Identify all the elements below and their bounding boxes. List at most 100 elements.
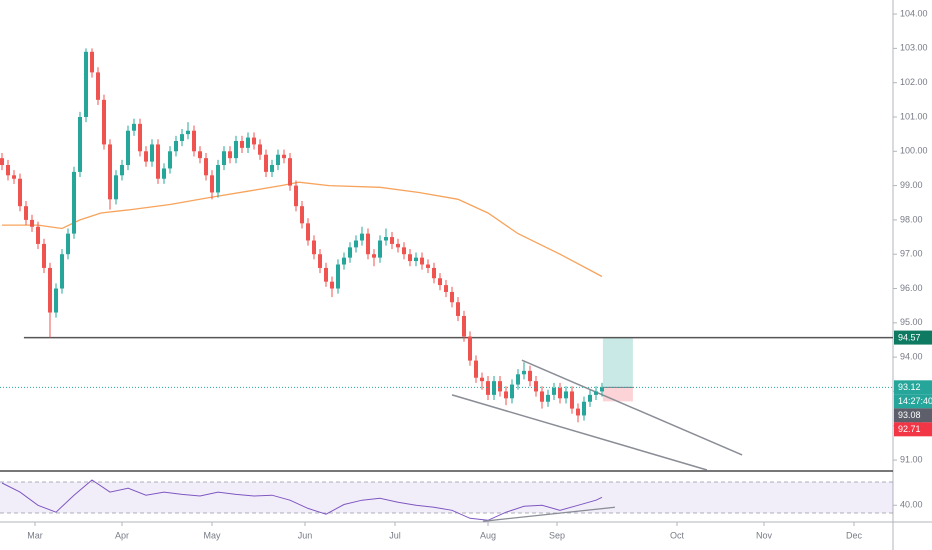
x-tick-label: Nov (756, 530, 773, 540)
candle-body (306, 223, 311, 241)
candle-body (426, 264, 431, 268)
candle-body (18, 178, 23, 207)
candle-body (414, 257, 419, 262)
divergence-line (482, 506, 615, 522)
countdown-bg (894, 394, 932, 409)
x-tick-label: Sep (549, 530, 565, 540)
moving-average (2, 181, 603, 278)
candle-body (12, 175, 17, 179)
candle-body (108, 144, 113, 200)
candle-body (420, 257, 425, 265)
candle-body (324, 267, 329, 282)
candle-body (432, 267, 437, 279)
trend-line (451, 394, 708, 471)
candle-body (570, 391, 575, 409)
candle-body (24, 206, 29, 220)
price-label-bg (894, 330, 932, 345)
candle-body (132, 123, 137, 131)
y-tick-label: 101.00 (900, 111, 928, 121)
candle-body (396, 243, 401, 248)
price-label: 94.57 (898, 332, 921, 342)
candle-body (372, 254, 377, 258)
candle-body (318, 254, 323, 268)
candle-body (192, 130, 197, 152)
x-tick-label: Dec (846, 530, 863, 540)
candle-body (516, 374, 521, 385)
candle-body (330, 281, 335, 289)
candle-body (150, 144, 155, 162)
candle-body (360, 233, 365, 241)
candle-body (456, 302, 461, 316)
x-tick-label: Jun (298, 530, 313, 540)
price-label-bg (894, 422, 932, 437)
candle-body (300, 206, 305, 224)
candle-body (78, 116, 83, 172)
candle-body (366, 233, 371, 255)
candle-body (162, 168, 167, 179)
candle-body (498, 381, 503, 392)
x-tick-label: Mar (27, 530, 43, 540)
candle-body (582, 401, 587, 416)
x-tick-label: Apr (115, 530, 129, 540)
candle-body (54, 288, 59, 313)
candle-body (228, 151, 233, 159)
candle-body (546, 394, 551, 402)
candle-body (180, 134, 185, 141)
candle-body (594, 391, 599, 395)
candle-body (564, 391, 569, 399)
candle-body (72, 171, 77, 234)
candle-body (240, 141, 245, 148)
candle-body (468, 336, 473, 361)
y-tick-label: 98.00 (900, 214, 923, 224)
price-label-bg (894, 408, 932, 423)
candle-body (90, 51, 95, 73)
candle-body (210, 175, 215, 193)
y-tick-label: 99.00 (900, 180, 923, 190)
candle-body (348, 247, 353, 258)
candle-body (450, 291, 455, 303)
target-zone (602, 337, 633, 388)
candle-body (480, 377, 485, 382)
candle-body (204, 158, 209, 176)
candle-body (558, 388, 563, 399)
x-tick-label: May (203, 530, 221, 540)
y-tick-label: 100.00 (900, 146, 928, 156)
candle-body (384, 237, 389, 241)
y-tick-label: 91.00 (900, 454, 923, 464)
candle-body (216, 165, 221, 193)
candle-body (102, 99, 107, 145)
candle-body (552, 388, 557, 395)
candle-body (492, 381, 497, 395)
candle-body (48, 267, 53, 313)
candle-body (6, 165, 11, 176)
candle-body (234, 141, 239, 159)
candle-body (270, 165, 275, 172)
y-tick-label: 103.00 (900, 43, 928, 53)
price-label: 92.71 (898, 424, 921, 434)
candle-body (246, 137, 251, 148)
candle-body (186, 130, 191, 135)
candle-body (114, 175, 119, 200)
candle-body (222, 151, 227, 166)
candle-body (402, 247, 407, 255)
candle-body (168, 151, 173, 169)
candle-body (0, 158, 5, 166)
y-tick-label: 104.00 (900, 8, 928, 18)
candle-body (276, 154, 281, 166)
candle-body (144, 151, 149, 162)
x-tick-label: Aug (480, 530, 496, 540)
candle-body (528, 370, 533, 382)
candle-body (600, 387, 605, 392)
candle-body (174, 141, 179, 152)
candle-body (30, 219, 35, 227)
candle-body (288, 158, 293, 186)
candle-body (378, 240, 383, 258)
candle-body (354, 240, 359, 248)
rsi-band (0, 482, 893, 514)
candle-body (66, 233, 71, 255)
candle-body (120, 165, 125, 176)
y-tick-label: 97.00 (900, 249, 923, 259)
candle-body (534, 381, 539, 392)
